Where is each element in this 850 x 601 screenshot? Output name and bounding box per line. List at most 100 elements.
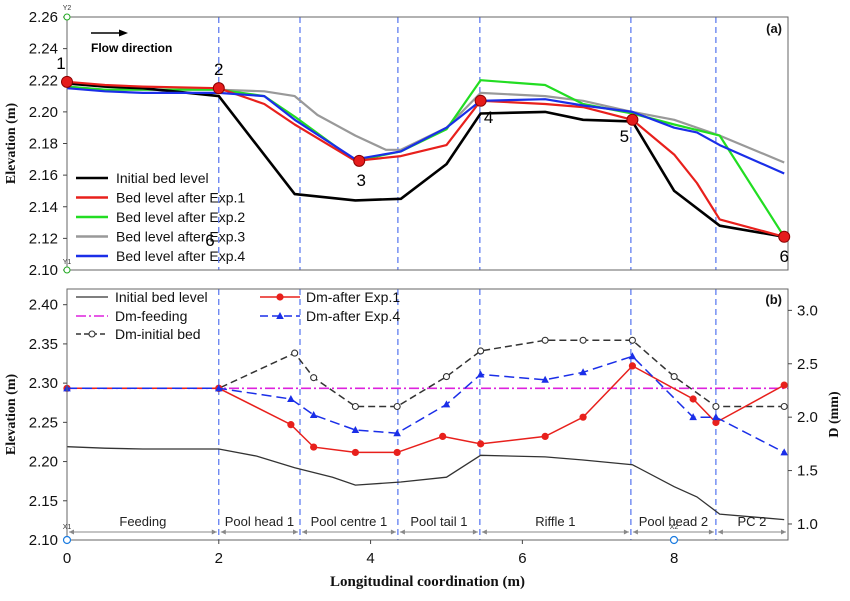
x-axis-title: Longitudinal coordination (m) [330,574,525,590]
dm-exp4-point [214,384,223,392]
dm-exp4-point [309,411,318,419]
flow-arrow-icon [119,29,128,37]
dm-exp4-point [287,395,295,403]
x-tick-label: 4 [366,550,374,567]
y2-marker [63,13,71,21]
dm-exp4-point [351,425,360,433]
numbered-point-label: 5 [620,127,629,146]
series-b-initial-bed-level [66,446,785,521]
dm-initial-bed-point [351,402,359,411]
dm-exp1-point [477,440,485,448]
dm-exp4-point [689,413,697,421]
section-span-arrow-left [220,529,226,535]
panel-b-y-tick-label: 2.35 [29,336,58,353]
panel-a-y-tick-label: 2.14 [29,199,58,216]
numbered-point-label: 4 [484,108,493,127]
dm-exp4-point [579,368,587,376]
dm-exp4-point [712,413,720,421]
section-label: Pool head 2 [639,514,708,529]
dm-exp4-point [628,352,637,360]
dm-exp1-point [393,448,401,457]
y1-marker-label: Y1 [63,259,72,266]
section-span-arrow-right [623,529,629,535]
legend-a-label: Bed level after Exp.1 [116,190,245,206]
x-tick-label: 8 [670,550,678,567]
panel-b-y-tick-label: 2.25 [29,414,58,431]
section-span-arrow-left [399,529,405,535]
panel-b-label: (b) [765,292,782,307]
legend-a-label: Bed level after Exp.3 [116,229,245,245]
dm-initial-bed-point [393,402,401,411]
panel-a-y-axis-title: Elevation (m) [4,103,19,185]
legend-b-label-exp4: Dm-after Exp.4 [306,308,400,324]
dm-exp4-point [541,375,549,383]
legend-b-label-initial-bed: Dm-initial bed [115,326,201,342]
legend-b-marker-initial-bed [88,330,96,338]
panel-b-y-tick-label: 2.40 [29,297,58,314]
dm-initial-bed-point [712,402,720,411]
dm-exp1-point [712,418,720,427]
panel-a-y-tick-label: 2.10 [29,262,58,279]
panel-b-right-axis-title: D (mm) [827,391,842,438]
legend-b-label-initial: Initial bed level [115,289,208,305]
legend-a-label: Initial bed level [116,170,209,186]
section-span-arrow-right [390,529,396,535]
x2-marker [669,535,679,545]
legend-b-label-feeding: Dm-feeding [115,308,187,324]
section-span-arrow-left [69,529,74,535]
section-label: PC 2 [737,514,766,529]
panel-b-frame [66,288,789,541]
dm-exp1-point [689,395,697,403]
dm-exp1-point [439,432,447,440]
dm-exp4-point [780,448,789,456]
panel-b-right-tick-label: 3.0 [797,302,818,319]
panel-a-y-tick-label: 2.12 [29,230,58,247]
section-span-arrow-right [211,529,217,535]
x1-marker-label: X1 [63,524,72,531]
panel-a-y-tick-label: 2.24 [29,41,58,58]
panel-b-right-tick-label: 1.5 [797,463,818,480]
y2-marker-label: Y2 [63,5,72,12]
dm-initial-bed-point [628,336,636,344]
dm-initial-bed-point [291,349,299,357]
section-label: Riffle 1 [535,514,575,529]
legend-b-marker-exp4 [276,312,284,319]
dm-exp1-point [287,421,295,429]
panel-b-right-tick-label: 2.0 [797,409,818,426]
panel-b-right-tick-label: 1.0 [797,516,818,533]
section-span-arrow-left [632,529,638,535]
panel-b-y-tick-label: 2.20 [29,454,58,471]
series-a-line-2 [66,80,785,238]
legend-a-label: Bed level after Exp.2 [116,209,245,225]
dm-initial-bed-point [541,336,549,344]
panel-b-y-tick-label: 2.10 [29,532,58,549]
x2-marker-label: X2 [670,524,679,531]
dm-exp1-point [310,443,318,451]
dm-exp1-point [780,381,788,389]
section-span-arrow-left [301,529,307,535]
dm-exp1-point [628,362,637,370]
panel-b-y-tick-label: 2.15 [29,493,58,510]
section-label: Pool centre 1 [311,514,388,529]
series-b-dm-after-exp4 [67,355,785,454]
numbered-point-label: 2 [214,60,223,79]
panel-a-y-tick-label: 2.16 [29,167,58,184]
dm-initial-bed-point [670,373,678,381]
dm-exp1-point [351,448,359,457]
section-span-arrow-right [472,529,478,535]
dm-initial-bed-point [442,373,451,381]
legend-b-label-exp1: Dm-after Exp.1 [306,289,400,305]
section-label: Pool head 1 [225,514,294,529]
numbered-point-marker [212,82,225,95]
dm-initial-bed-point [780,402,788,411]
x-tick-label: 6 [518,550,526,567]
numbered-point-label: 1 [56,54,65,73]
dm-exp1-point [541,432,549,440]
numbered-point-label: 3 [356,171,365,190]
numbered-point-marker [474,94,487,107]
x1-marker [62,535,72,545]
panel-b-y-axis-title: Elevation (m) [4,374,19,456]
series-b-dm-after-exp1 [67,364,785,454]
dm-exp1-point [579,413,587,421]
